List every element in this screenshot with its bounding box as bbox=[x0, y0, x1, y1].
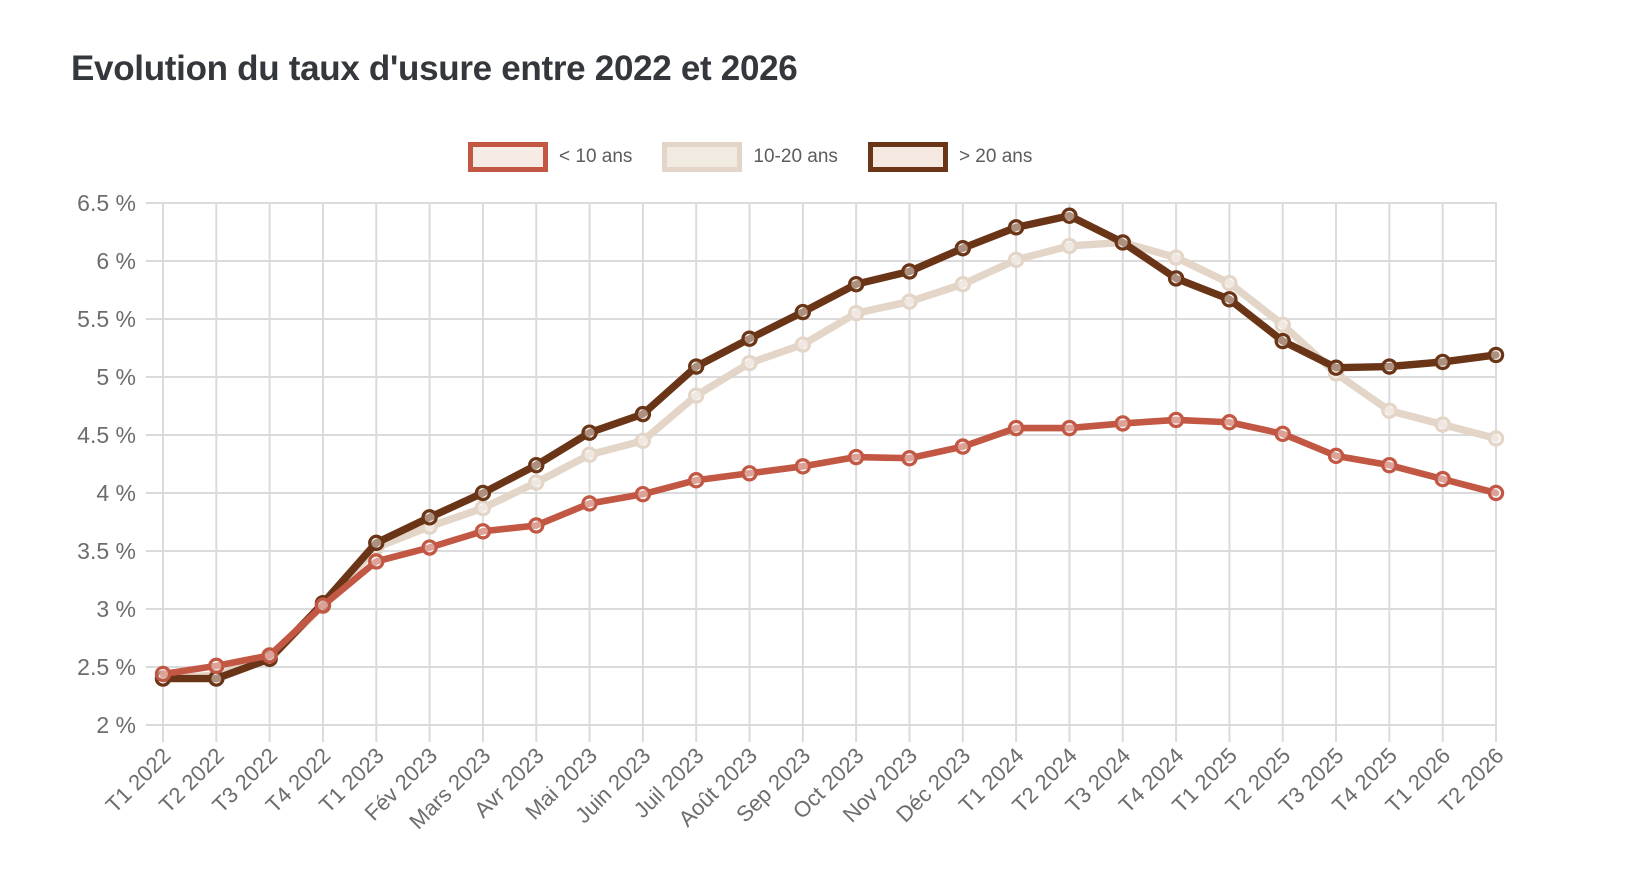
data-point-marker bbox=[1274, 316, 1291, 333]
data-point-marker bbox=[634, 405, 652, 423]
data-point-marker bbox=[1114, 415, 1131, 432]
data-point-marker bbox=[847, 276, 865, 293]
data-point-marker bbox=[581, 446, 598, 463]
data-point-marker bbox=[901, 450, 918, 467]
data-point-marker bbox=[794, 458, 812, 475]
series-2 bbox=[154, 207, 1505, 687]
data-point-marker bbox=[368, 534, 385, 552]
y-axis-tick-label: 4.5 % bbox=[77, 422, 136, 448]
data-point-marker bbox=[1487, 346, 1505, 364]
data-point-marker bbox=[1434, 470, 1451, 488]
data-point-marker bbox=[1007, 419, 1025, 437]
data-point-marker bbox=[847, 448, 865, 466]
data-point-marker bbox=[954, 276, 972, 293]
data-point-marker bbox=[1061, 207, 1078, 224]
data-point-marker bbox=[901, 263, 918, 280]
data-point-marker bbox=[208, 657, 225, 675]
data-point-marker bbox=[688, 387, 705, 404]
data-point-marker bbox=[901, 293, 918, 310]
y-axis-tick-label: 5.5 % bbox=[77, 306, 136, 332]
data-point-marker bbox=[1221, 291, 1238, 308]
data-point-marker bbox=[1381, 456, 1398, 474]
data-point-marker bbox=[1061, 237, 1078, 255]
data-point-marker bbox=[794, 336, 812, 353]
legend-item-2[interactable]: > 20 ans bbox=[867, 142, 1033, 172]
legend-label: 10-20 ans bbox=[753, 146, 838, 167]
data-point-marker bbox=[1274, 332, 1291, 350]
legend-item-0[interactable]: < 10 ans bbox=[468, 142, 632, 172]
data-point-marker bbox=[1221, 274, 1238, 292]
series-line bbox=[159, 416, 1500, 678]
data-point-marker bbox=[261, 647, 278, 664]
legend-swatch-icon bbox=[867, 142, 948, 172]
y-axis-tick-label: 2.5 % bbox=[77, 654, 136, 680]
data-point-marker bbox=[1327, 447, 1345, 465]
data-point-marker bbox=[1221, 414, 1238, 431]
data-point-marker bbox=[1327, 359, 1345, 376]
data-point-marker bbox=[474, 499, 492, 517]
grid bbox=[146, 202, 1497, 742]
legend-label: > 20 ans bbox=[958, 146, 1033, 167]
data-point-marker bbox=[954, 240, 972, 257]
data-point-marker bbox=[1381, 358, 1398, 375]
legend-swatch-icon bbox=[662, 142, 743, 172]
y-axis-tick-label: 4 % bbox=[96, 480, 136, 506]
series-0 bbox=[154, 411, 1505, 683]
data-point-marker bbox=[1007, 219, 1025, 236]
data-point-marker bbox=[581, 495, 598, 512]
data-point-marker bbox=[688, 358, 705, 375]
data-point-marker bbox=[1487, 484, 1505, 502]
data-point-marker bbox=[1381, 402, 1398, 419]
axis-labels: 2 % 2.5 % 3 % 3.5 % 4 % 4.5 % 5 % 5.5 % 6 % 6.5 %… bbox=[77, 190, 1508, 834]
data-point-marker bbox=[634, 485, 652, 503]
data-point-marker bbox=[474, 523, 492, 540]
data-point-marker bbox=[421, 539, 438, 556]
data-point-marker bbox=[741, 330, 758, 347]
data-point-marker bbox=[1167, 411, 1185, 429]
data-point-marker bbox=[1061, 419, 1078, 437]
data-point-marker bbox=[1114, 234, 1131, 251]
y-axis-tick-label: 3 % bbox=[96, 596, 136, 622]
legend-label: < 10 ans bbox=[559, 146, 633, 167]
y-axis-tick-label: 5 % bbox=[96, 364, 136, 390]
series-line bbox=[159, 212, 1500, 683]
data-point-marker bbox=[1487, 430, 1505, 447]
data-point-marker bbox=[421, 509, 438, 526]
y-axis-tick-label: 2 % bbox=[96, 712, 136, 738]
data-point-marker bbox=[794, 303, 812, 321]
chart-title: Evolution du taux d'usure entre 2022 et … bbox=[71, 49, 798, 88]
data-point-marker bbox=[1434, 416, 1451, 433]
data-point-marker bbox=[954, 438, 972, 455]
data-point-marker bbox=[1167, 249, 1185, 266]
data-point-marker bbox=[581, 424, 598, 441]
data-point-marker bbox=[474, 484, 492, 502]
legend: < 10 ans 10-20 ans > 20 ans bbox=[468, 142, 1032, 172]
data-point-marker bbox=[154, 665, 172, 683]
y-axis-tick-label: 3.5 % bbox=[77, 538, 136, 564]
data-point-marker bbox=[741, 354, 758, 372]
data-point-marker bbox=[314, 597, 332, 614]
data-point-marker bbox=[847, 305, 865, 322]
legend-swatch-icon bbox=[468, 142, 548, 172]
data-point-marker bbox=[528, 456, 545, 474]
data-point-marker bbox=[634, 432, 652, 449]
data-point-marker bbox=[368, 553, 385, 570]
data-point-marker bbox=[1274, 425, 1291, 443]
series-line bbox=[159, 238, 1500, 683]
data-point-marker bbox=[528, 474, 545, 491]
data-point-marker bbox=[1167, 270, 1185, 287]
legend-item-1[interactable]: 10-20 ans bbox=[662, 142, 838, 172]
data-point-marker bbox=[528, 517, 545, 534]
y-axis-tick-label: 6 % bbox=[96, 248, 136, 274]
data-point-marker bbox=[1007, 251, 1025, 269]
data-point-marker bbox=[1434, 353, 1451, 371]
y-axis-tick-label: 6.5 % bbox=[77, 190, 136, 216]
data-point-marker bbox=[741, 465, 758, 482]
data-point-marker bbox=[688, 472, 705, 489]
